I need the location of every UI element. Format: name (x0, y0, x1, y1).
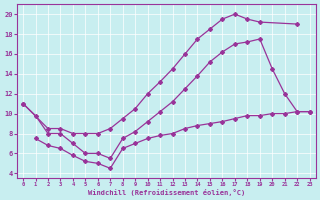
X-axis label: Windchill (Refroidissement éolien,°C): Windchill (Refroidissement éolien,°C) (88, 189, 245, 196)
